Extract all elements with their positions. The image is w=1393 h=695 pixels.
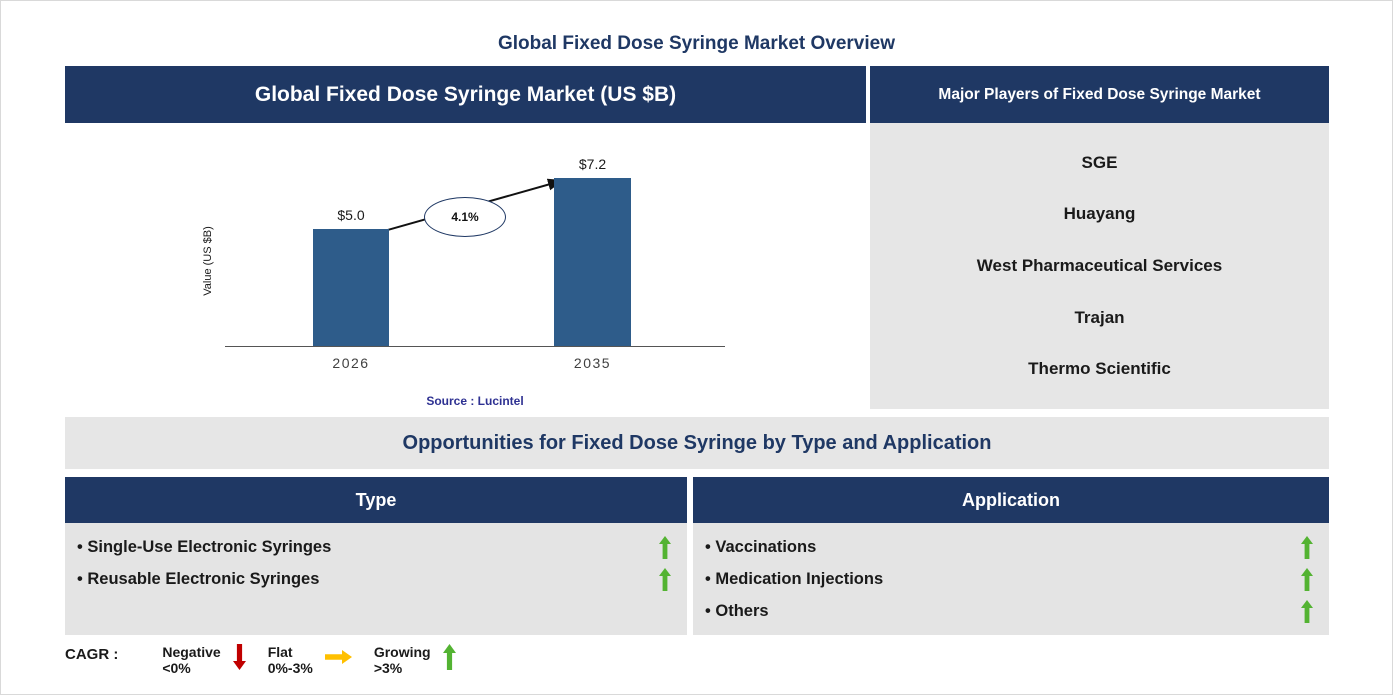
bar-value-label: $5.0 <box>337 207 365 223</box>
bar-value-label: $7.2 <box>578 156 607 172</box>
growing-up-arrow-icon <box>659 567 671 591</box>
source-note: Source : Lucintel <box>426 394 524 408</box>
player-item: SGE <box>1081 152 1118 172</box>
opportunities-title: Opportunities for Fixed Dose Syringe by … <box>402 431 992 454</box>
application-item-label: Vaccinations <box>705 538 816 557</box>
player-item: West Pharmaceutical Services <box>976 255 1223 275</box>
flat-right-arrow-icon <box>324 650 352 664</box>
type-list: Single-Use Electronic Syringes Reusable … <box>65 523 687 635</box>
bar-2026 <box>313 229 389 346</box>
growing-up-arrow-icon <box>1301 567 1313 591</box>
application-list: Vaccinations Medication Injections Other… <box>693 523 1329 635</box>
legend-item-negative: Negative <0% <box>162 644 246 676</box>
opportunities-band: Opportunities for Fixed Dose Syringe by … <box>65 417 1329 469</box>
type-column-header: Type <box>65 477 687 523</box>
bar-2035 <box>554 178 631 346</box>
application-item-label: Others <box>705 602 768 621</box>
bar-group-2035: $7.2 <box>554 156 631 346</box>
y-axis-label: Value (US $B) <box>202 226 214 296</box>
application-column-header: Application <box>693 477 1329 523</box>
growing-up-arrow-icon <box>1301 599 1313 623</box>
legend-flat-range: 0%-3% <box>267 660 313 676</box>
type-header-label: Type <box>355 489 397 510</box>
type-item-label: Reusable Electronic Syringes <box>77 570 319 589</box>
application-list-item: Others <box>705 595 1313 627</box>
major-players-header: Major Players of Fixed Dose Syringe Mark… <box>870 66 1329 123</box>
type-item-label: Single-Use Electronic Syringes <box>77 538 331 557</box>
player-item: Huayang <box>1063 204 1136 224</box>
legend-growing-name: Growing <box>373 644 431 660</box>
player-item: Trajan <box>1074 307 1125 327</box>
application-header-label: Application <box>962 489 1060 510</box>
page-title: Global Fixed Dose Syringe Market Overvie… <box>497 33 896 54</box>
market-chart-header: Global Fixed Dose Syringe Market (US $B) <box>65 66 866 123</box>
cagr-legend: CAGR : Negative <0% Flat 0%-3% Growing >… <box>65 644 478 676</box>
market-chart-header-label: Global Fixed Dose Syringe Market (US $B) <box>254 82 677 106</box>
bar-chart-plot-area: $5.0 $7.2 4.1% <box>225 123 725 347</box>
growing-up-arrow-icon <box>659 535 671 559</box>
growing-up-arrow-icon <box>1301 535 1313 559</box>
negative-down-arrow-icon <box>232 644 246 670</box>
type-list-item: Single-Use Electronic Syringes <box>77 531 671 563</box>
legend-flat-name: Flat <box>267 644 293 660</box>
major-players-header-label: Major Players of Fixed Dose Syringe Mark… <box>938 85 1261 103</box>
type-list-item: Reusable Electronic Syringes <box>77 563 671 595</box>
cagr-legend-label: CAGR : <box>65 646 119 663</box>
cagr-annotation-bubble: 4.1% <box>424 197 506 237</box>
player-item: Thermo Scientific <box>1028 359 1171 379</box>
x-tick-2035: 2035 <box>573 355 612 371</box>
growing-up-arrow-icon <box>442 644 456 670</box>
x-tick-2026: 2026 <box>332 355 370 371</box>
legend-growing-range: >3% <box>373 660 403 676</box>
application-list-item: Medication Injections <box>705 563 1313 595</box>
application-item-label: Medication Injections <box>705 570 883 589</box>
legend-negative-range: <0% <box>162 660 191 676</box>
bar-chart-panel: Value (US $B) $5.0 $7.2 4.1% 2026 <box>65 123 866 413</box>
legend-item-flat: Flat 0%-3% <box>268 644 352 676</box>
legend-item-growing: Growing >3% <box>374 644 456 676</box>
application-list-item: Vaccinations <box>705 531 1313 563</box>
legend-negative-name: Negative <box>162 644 221 660</box>
bar-group-2026: $5.0 <box>313 207 389 346</box>
major-players-list: SGE Huayang West Pharmaceutical Services… <box>870 123 1329 409</box>
